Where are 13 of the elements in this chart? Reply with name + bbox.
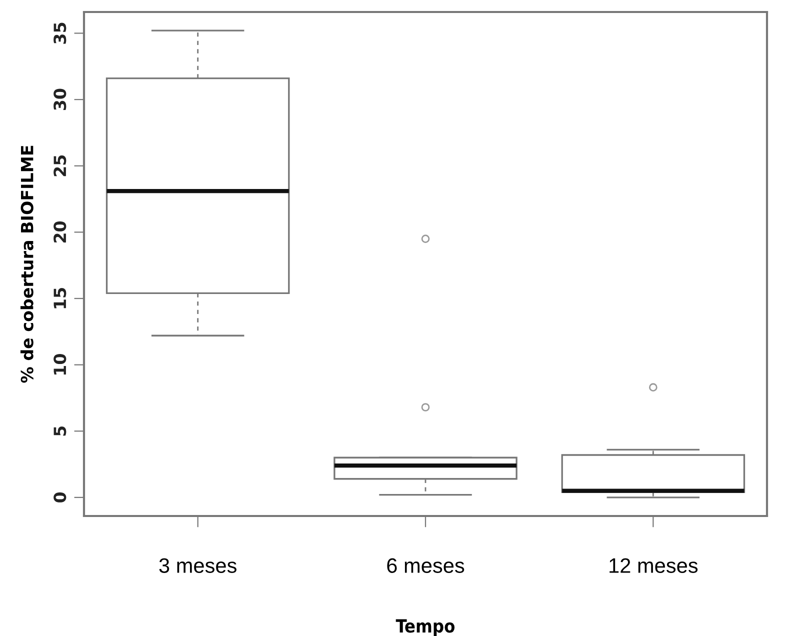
y-tick-label: 15: [54, 288, 66, 308]
x-tick-label: 12 meses: [610, 558, 698, 573]
y-tick-label: 30: [54, 88, 66, 110]
y-tick-label: 10: [54, 354, 66, 375]
y-axis-title: % de cobertura BIOFILME: [20, 146, 34, 383]
y-tick-label: 35: [54, 22, 66, 44]
y-tick-label: 5: [54, 426, 66, 436]
y-tick-label: 20: [54, 221, 66, 242]
y-tick-label: 25: [54, 155, 66, 176]
x-axis-title: Tempo: [396, 619, 455, 636]
x-tick-label: 6 meses: [387, 558, 464, 573]
x-tick-label: 3 meses: [159, 558, 236, 573]
y-tick-label: 0: [54, 492, 66, 502]
